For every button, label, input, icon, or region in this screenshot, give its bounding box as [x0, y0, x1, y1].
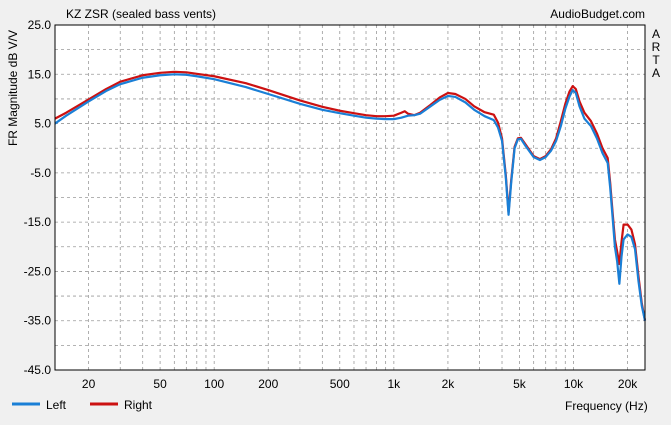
x-tick-label: 10k: [564, 377, 584, 391]
side-label-letter: A: [652, 66, 660, 80]
chart-title: KZ ZSR (sealed bass vents): [66, 7, 216, 21]
grid-lines: [55, 25, 645, 370]
y-tick-label: -5.0: [30, 166, 51, 180]
x-axis-label: Frequency (Hz): [565, 399, 648, 413]
side-label-letter: A: [652, 27, 660, 41]
x-tick-label: 20k: [618, 377, 638, 391]
legend-label-right: Right: [124, 398, 153, 412]
source-label: AudioBudget.com: [550, 7, 645, 21]
y-tick-label: 15.0: [28, 67, 52, 81]
legend-label-left: Left: [46, 398, 67, 412]
plot-frame: [54, 24, 646, 371]
x-tick-label: 50: [153, 377, 167, 391]
x-tick-label: 500: [330, 377, 350, 391]
x-tick-label: 1k: [388, 377, 402, 391]
y-tick-label: -45.0: [24, 363, 52, 377]
x-tick-label: 20: [82, 377, 96, 391]
x-tick-label: 2k: [442, 377, 456, 391]
x-tick-label: 100: [204, 377, 224, 391]
x-tick-labels: 20 50 100 200 500 1k 2k 5k 10k 20k: [82, 377, 638, 391]
x-tick-label: 5k: [513, 377, 527, 391]
side-label-letter: R: [652, 40, 661, 54]
x-tick-label: 200: [258, 377, 278, 391]
y-tick-label: 25.0: [28, 18, 52, 32]
y-tick-label: 5.0: [34, 117, 51, 131]
y-tick-label: -35.0: [24, 314, 52, 328]
side-label-letter: T: [652, 53, 660, 67]
y-tick-label: -15.0: [24, 215, 52, 229]
legend: Left Right: [12, 398, 153, 412]
y-tick-labels: 25.0 15.0 5.0 -5.0 -15.0 -25.0 -35.0 -45.0: [24, 18, 52, 377]
y-tick-label: -25.0: [24, 264, 52, 278]
y-axis-label: FR Magnitude dB V/V: [6, 30, 20, 146]
series-line-left: [54, 73, 647, 321]
series-lines: [54, 70, 647, 321]
